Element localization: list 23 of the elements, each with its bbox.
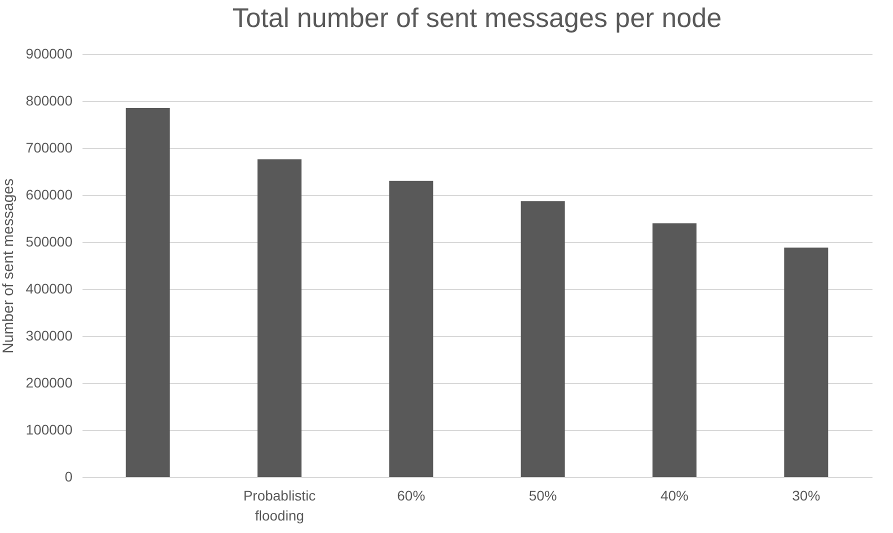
y-tick-label: 200000 — [26, 374, 73, 390]
y-tick-label: 600000 — [26, 186, 73, 202]
bar — [258, 159, 302, 477]
y-tick-label: 800000 — [26, 92, 73, 108]
bar — [784, 248, 828, 477]
x-tick-label: 60% — [397, 488, 426, 504]
x-tick-label: 50% — [528, 488, 557, 504]
y-axis-title: Number of sent messages — [0, 178, 17, 354]
y-tick-label: 0 — [64, 468, 73, 484]
x-tick-label: 30% — [792, 488, 820, 504]
chart-title: Total number of sent messages per node — [232, 3, 722, 33]
y-tick-label: 400000 — [26, 280, 73, 296]
y-tick-label: 900000 — [26, 46, 73, 62]
x-tick-label: 40% — [660, 488, 689, 504]
bar — [520, 201, 565, 477]
bar — [126, 108, 170, 477]
x-tick-label: Probablistic flooding — [243, 488, 316, 524]
y-tick-label: 100000 — [26, 422, 73, 438]
bar — [652, 223, 696, 477]
y-tick-label: 700000 — [26, 140, 73, 156]
y-tick-label: 300000 — [26, 328, 73, 344]
bar — [389, 180, 434, 477]
y-tick-label: 500000 — [26, 234, 73, 250]
